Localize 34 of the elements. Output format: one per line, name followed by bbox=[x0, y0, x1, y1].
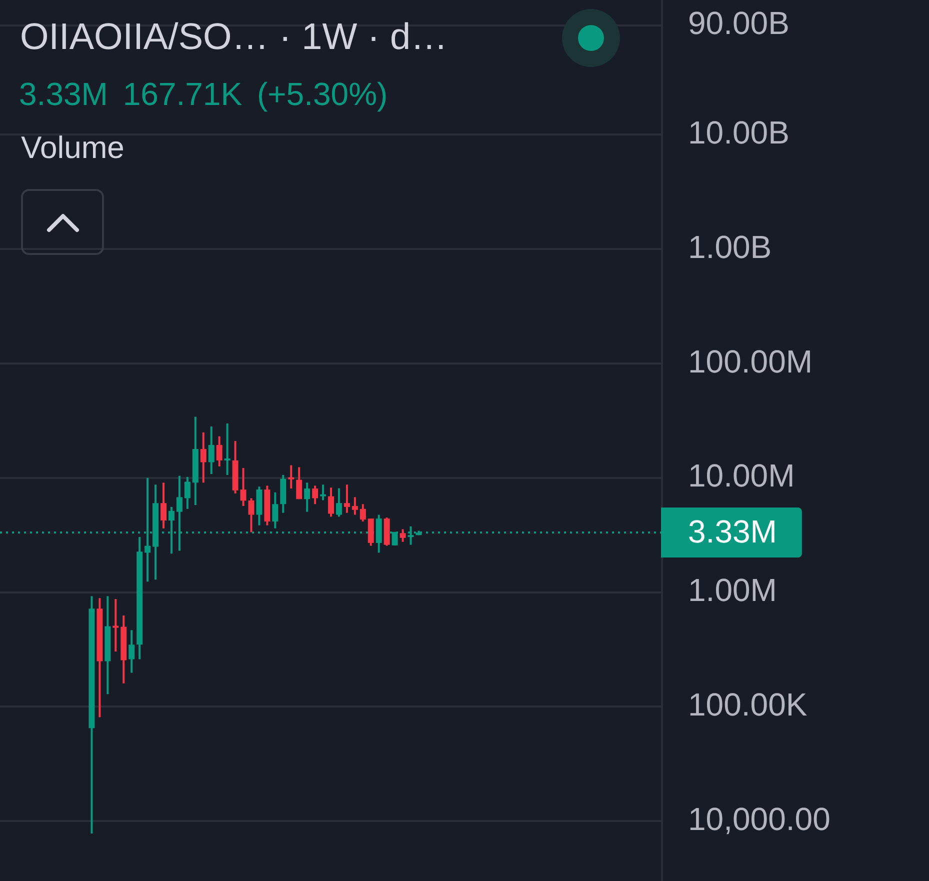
candlestick bbox=[344, 484, 350, 514]
y-tick-label: 10,000.00 bbox=[688, 800, 830, 837]
y-tick-label: 100.00M bbox=[688, 343, 813, 380]
y-tick-label: 1.00M bbox=[688, 572, 777, 608]
candlestick bbox=[336, 487, 342, 518]
y-tick-label: 10.00B bbox=[688, 114, 790, 150]
candlestick bbox=[400, 528, 406, 543]
candlestick bbox=[312, 484, 318, 506]
candlestick bbox=[360, 503, 366, 522]
candlestick bbox=[216, 435, 222, 468]
candlestick bbox=[240, 466, 246, 507]
candlestick bbox=[272, 491, 278, 530]
candlestick bbox=[112, 598, 119, 652]
candlestick bbox=[208, 426, 214, 476]
candlestick bbox=[352, 496, 358, 516]
candlestick bbox=[184, 476, 190, 510]
candlestick bbox=[248, 497, 254, 534]
candlestick bbox=[224, 422, 230, 476]
candlestick bbox=[296, 466, 302, 500]
candlestick bbox=[200, 431, 206, 484]
y-tick-label: 100.00K bbox=[688, 686, 808, 723]
y-tick-label: 10.00M bbox=[688, 458, 795, 494]
candlestick bbox=[160, 482, 166, 530]
ref-line-label: 3.33M bbox=[688, 513, 777, 550]
candlestick bbox=[288, 464, 294, 490]
chart-title: OIIAOIIA/SO… · 1W · d… bbox=[20, 15, 448, 59]
candlestick bbox=[128, 629, 135, 674]
annotation: Volume bbox=[21, 129, 124, 167]
candlestick bbox=[304, 482, 310, 513]
text: 3.33M 167.71K (+5.30%) bbox=[19, 75, 388, 114]
y-tick-label: 90.00B bbox=[688, 5, 790, 42]
candlestick bbox=[320, 484, 326, 502]
candlestick bbox=[328, 486, 334, 518]
y-tick-label: 1.00B bbox=[688, 228, 772, 265]
